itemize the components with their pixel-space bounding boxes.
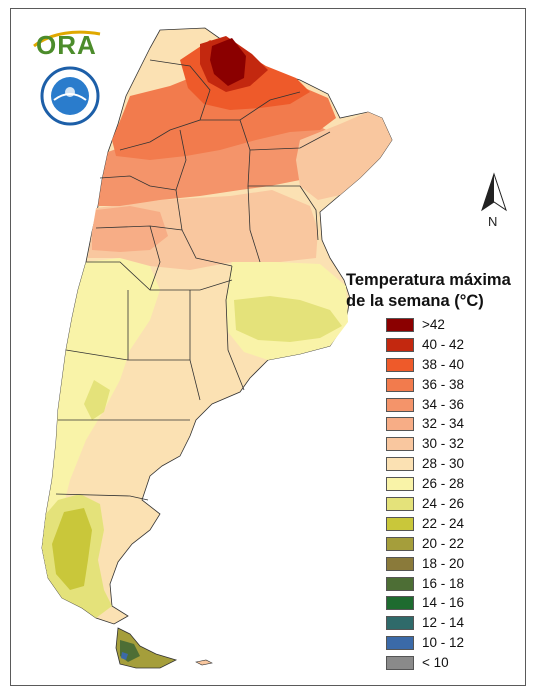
isla-estados xyxy=(195,659,213,666)
legend-title: Temperatura máxima de la semana (°C) xyxy=(346,270,536,312)
zone-andes-mid xyxy=(84,380,110,420)
legend-label: >42 xyxy=(422,317,445,332)
legend-swatch xyxy=(386,596,414,611)
legend-swatch xyxy=(386,337,414,352)
tdf-coldest-zone xyxy=(121,652,128,660)
legend-swatch xyxy=(386,497,414,512)
north-arrow-icon xyxy=(481,172,507,212)
ora-logo-swoosh-icon xyxy=(33,30,101,48)
zone-santa-cruz-green xyxy=(52,508,92,590)
legend-label: 26 - 28 xyxy=(422,476,465,492)
north-arrow-label: N xyxy=(488,214,498,229)
legend-label: 14 - 16 xyxy=(422,595,465,611)
legend-swatch xyxy=(386,397,414,412)
province-boundaries xyxy=(55,59,331,501)
legend-swatch xyxy=(386,616,414,631)
legend-swatch xyxy=(386,477,414,492)
legend-swatch xyxy=(386,636,414,651)
legend-label: < 10 xyxy=(422,655,449,671)
legend-label: 32 - 34 xyxy=(422,416,465,432)
legend-swatch xyxy=(386,377,414,392)
legend-label: 12 - 14 xyxy=(422,615,465,631)
smn-seal-icon xyxy=(40,66,100,126)
zone-cuyo-orange xyxy=(92,206,168,252)
legend-swatch xyxy=(386,536,414,551)
legend-label: 16 - 18 xyxy=(422,575,465,591)
legend-label: 38 - 40 xyxy=(422,356,465,372)
legend-swatch xyxy=(386,656,414,671)
zone-bsas-cool xyxy=(234,296,342,342)
legend-label: 36 - 38 xyxy=(422,376,465,392)
legend-label: 22 - 24 xyxy=(422,515,465,531)
legend-swatch xyxy=(386,516,414,531)
legend-label: 34 - 36 xyxy=(422,396,465,412)
legend-label: 40 - 42 xyxy=(422,336,465,352)
legend-swatch xyxy=(386,457,414,472)
legend-label: 10 - 12 xyxy=(422,635,465,651)
legend-label: 30 - 32 xyxy=(422,436,465,452)
legend-swatch xyxy=(386,318,414,332)
legend-label: 28 - 30 xyxy=(422,456,465,472)
legend-title-line-1: Temperatura máxima xyxy=(346,271,511,289)
legend-swatch xyxy=(386,417,414,432)
legend-swatch xyxy=(386,437,414,452)
legend-title-line-2: de la semana (°C) xyxy=(346,292,484,310)
legend-label: 18 - 20 xyxy=(422,555,465,571)
legend-swatch xyxy=(386,357,414,372)
zone-andes-west xyxy=(42,258,160,578)
legend-label: 24 - 26 xyxy=(422,496,465,512)
ora-logo: ORA xyxy=(36,30,97,60)
legend-swatch xyxy=(386,556,414,571)
legend-swatch xyxy=(386,576,414,591)
zone-northeast xyxy=(296,112,392,200)
legend-label: 20 - 22 xyxy=(422,535,465,551)
zone-north-core xyxy=(210,38,246,86)
